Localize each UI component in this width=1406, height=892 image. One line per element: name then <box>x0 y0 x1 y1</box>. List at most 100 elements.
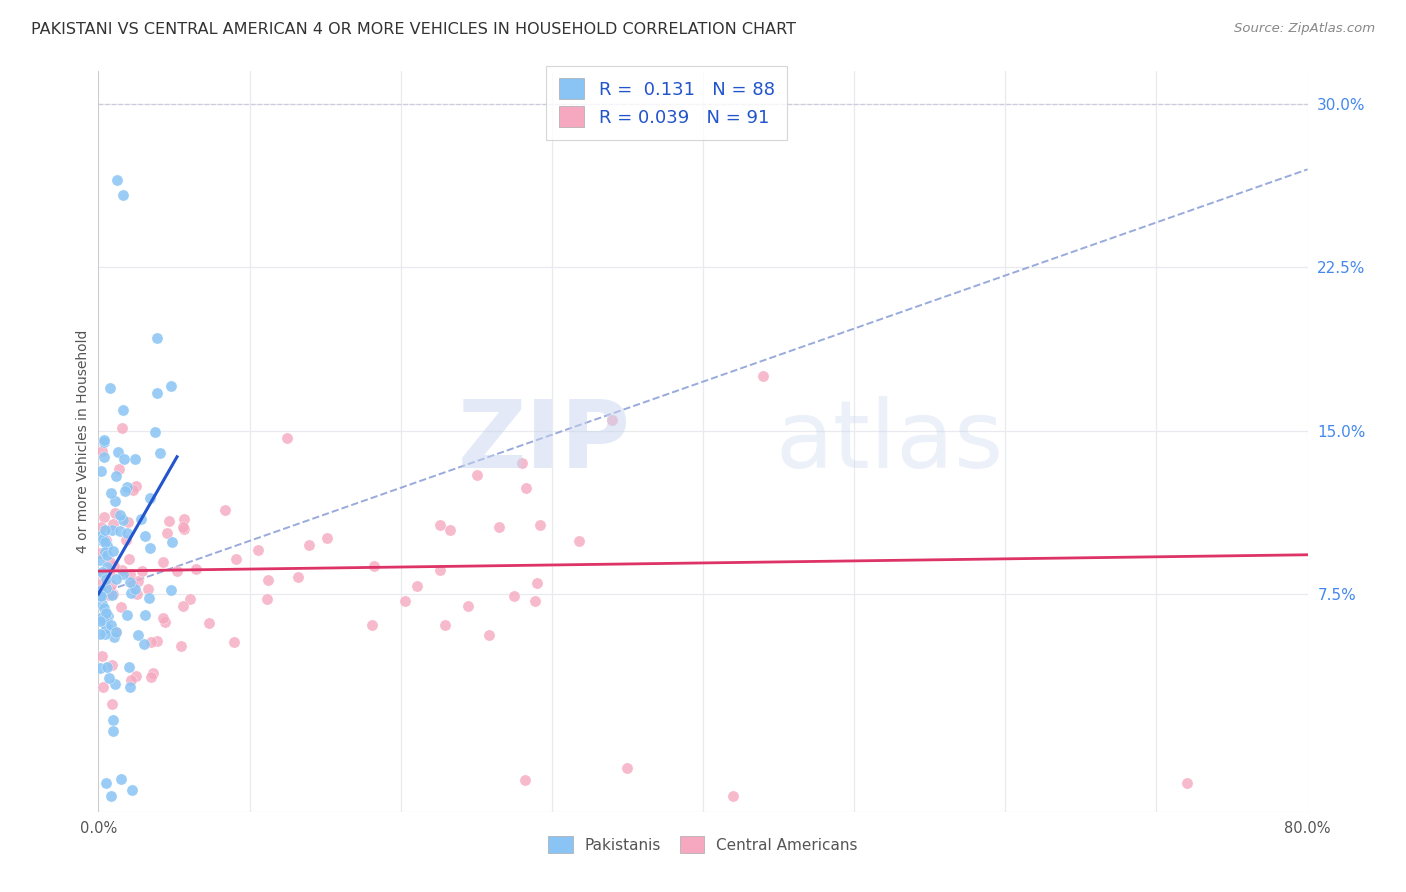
Point <box>141 635 163 649</box>
Point <box>124 582 146 597</box>
Point <box>526 576 548 591</box>
Text: PAKISTANI VS CENTRAL AMERICAN 4 OR MORE VEHICLES IN HOUSEHOLD CORRELATION CHART: PAKISTANI VS CENTRAL AMERICAN 4 OR MORE … <box>31 22 796 37</box>
Point <box>89 529 111 543</box>
Point <box>91 567 114 582</box>
Text: atlas: atlas <box>776 395 1004 488</box>
Point <box>107 445 129 459</box>
Point <box>224 635 246 649</box>
Point <box>256 573 278 587</box>
Point <box>101 588 124 602</box>
Point <box>256 592 278 607</box>
Point <box>118 552 141 566</box>
Point <box>153 615 176 629</box>
Point <box>94 607 117 621</box>
Point <box>125 668 148 682</box>
Point <box>91 565 114 579</box>
Point <box>616 761 638 775</box>
Point <box>101 658 124 673</box>
Point <box>298 537 321 551</box>
Point <box>101 723 124 738</box>
Point <box>112 567 135 582</box>
Point <box>136 582 159 596</box>
Point <box>89 615 111 629</box>
Point <box>93 613 115 627</box>
Point <box>488 519 510 533</box>
Point <box>433 618 456 632</box>
Point <box>118 660 141 674</box>
Point <box>97 671 120 685</box>
Point <box>160 378 183 392</box>
Point <box>115 526 138 541</box>
Point <box>166 564 188 578</box>
Point <box>103 559 125 574</box>
Point <box>127 628 149 642</box>
Point <box>170 639 193 653</box>
Point <box>110 420 132 434</box>
Point <box>103 543 125 558</box>
Point <box>90 609 112 624</box>
Point <box>91 534 114 549</box>
Point <box>104 624 127 639</box>
Point <box>125 587 148 601</box>
Point <box>246 543 269 558</box>
Point <box>89 627 111 641</box>
Point <box>100 789 122 804</box>
Point <box>149 445 172 459</box>
Point <box>568 533 591 548</box>
Point <box>100 618 122 632</box>
Point <box>90 464 112 478</box>
Point <box>138 491 160 505</box>
Point <box>96 611 118 625</box>
Point <box>114 483 136 498</box>
Point <box>152 611 174 625</box>
Point <box>172 599 194 614</box>
Point <box>439 523 461 537</box>
Point <box>94 523 117 537</box>
Point <box>121 578 143 592</box>
Point <box>145 634 167 648</box>
Point <box>104 506 127 520</box>
Point <box>112 513 135 527</box>
Point <box>91 444 114 458</box>
Text: ZIP: ZIP <box>457 395 630 488</box>
Point <box>225 552 247 566</box>
Point <box>105 572 128 586</box>
Point <box>110 772 132 786</box>
Point <box>145 385 167 400</box>
Point <box>112 452 135 467</box>
Point <box>100 486 122 500</box>
Point <box>101 698 124 712</box>
Point <box>93 435 115 450</box>
Point <box>103 516 125 531</box>
Point <box>134 608 156 623</box>
Point <box>98 566 121 581</box>
Point <box>127 574 149 588</box>
Point <box>139 541 162 555</box>
Point <box>117 480 139 494</box>
Point <box>97 609 120 624</box>
Point <box>89 589 111 603</box>
Point <box>122 483 145 497</box>
Point <box>108 462 131 476</box>
Point <box>89 553 111 567</box>
Point <box>117 515 139 529</box>
Point <box>90 520 112 534</box>
Point <box>91 532 114 546</box>
Point <box>96 559 118 574</box>
Y-axis label: 4 or more Vehicles in Household: 4 or more Vehicles in Household <box>76 330 90 553</box>
Point <box>186 562 208 576</box>
Point <box>110 524 132 538</box>
Point <box>103 587 125 601</box>
Point <box>120 586 142 600</box>
Point <box>457 599 479 614</box>
Legend: Pakistanis, Central Americans: Pakistanis, Central Americans <box>543 830 863 860</box>
Point <box>141 669 163 683</box>
Point <box>111 563 134 577</box>
Point <box>510 456 533 470</box>
Point <box>152 555 174 569</box>
Point <box>94 776 117 790</box>
Point <box>602 413 624 427</box>
Point <box>104 493 127 508</box>
Point <box>121 783 143 797</box>
Point <box>98 381 121 395</box>
